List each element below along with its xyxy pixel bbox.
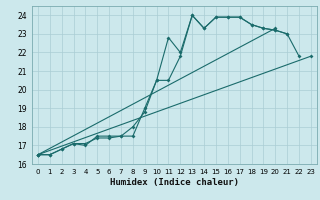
- X-axis label: Humidex (Indice chaleur): Humidex (Indice chaleur): [110, 178, 239, 187]
